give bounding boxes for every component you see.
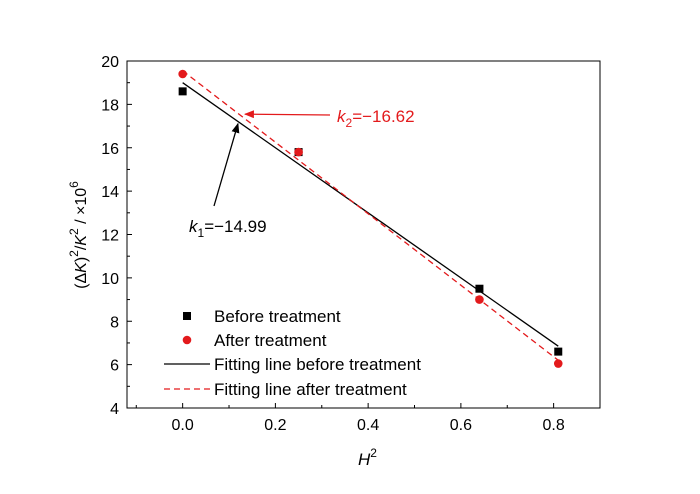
- point-after-treatment: [475, 295, 484, 304]
- annotations: k2=−16.62 k1=−14.99: [189, 107, 415, 240]
- y-tick-label: 14: [101, 184, 119, 201]
- fit-line-before: [182, 82, 559, 347]
- fit-line-after: [182, 70, 559, 361]
- legend-marker-circle: [182, 335, 192, 345]
- point-before-treatment: [178, 87, 187, 96]
- y-tick-label: 4: [110, 401, 119, 418]
- legend-label: After treatment: [214, 331, 327, 350]
- point-after-treatment: [553, 359, 563, 368]
- legend: Before treatment After treatment Fitting l…: [164, 307, 421, 399]
- y-axis-label: (ΔK)2/K2 / ×106: [67, 181, 90, 289]
- y-tick-label: 12: [101, 228, 119, 245]
- x-tick-label: 0.4: [357, 417, 379, 434]
- k2-arrow: [243, 110, 331, 119]
- y-tick-label: 6: [110, 358, 119, 375]
- fit-lines: [182, 70, 559, 361]
- legend-label: Fitting line before treatment: [214, 355, 421, 374]
- k1-arrow: [213, 122, 240, 207]
- point-after-treatment: [294, 147, 303, 157]
- x-axis-label: H2: [358, 446, 377, 469]
- legend-marker-square: [183, 312, 191, 320]
- axis-labels: H2 (ΔK)2/K2 / ×106: [67, 181, 377, 469]
- legend-label: Fitting line after treatment: [214, 380, 407, 399]
- y-tick-label: 16: [101, 141, 119, 158]
- y-tick-label: 8: [110, 314, 119, 331]
- x-tick-label: 0.2: [264, 417, 286, 434]
- ticks: 0.0 0.2 0.4 0.6 0.8 4 6 8 10 12 14 16 18 20: [101, 54, 601, 434]
- x-tick-label: 0.0: [172, 417, 194, 434]
- x-tick-label: 0.6: [450, 417, 472, 434]
- legend-label: Before treatment: [214, 307, 341, 326]
- x-tick-label: 0.8: [543, 417, 565, 434]
- y-tick-label: 20: [101, 54, 119, 71]
- k2-label: k2=−16.62: [337, 107, 415, 130]
- y-tick-label: 18: [101, 97, 119, 114]
- point-before-treatment: [554, 347, 563, 356]
- data-points: [178, 69, 563, 368]
- point-before-treatment: [475, 284, 484, 293]
- y-tick-label: 10: [101, 271, 119, 288]
- point-after-treatment: [178, 69, 187, 79]
- k1-label: k1=−14.99: [189, 217, 267, 240]
